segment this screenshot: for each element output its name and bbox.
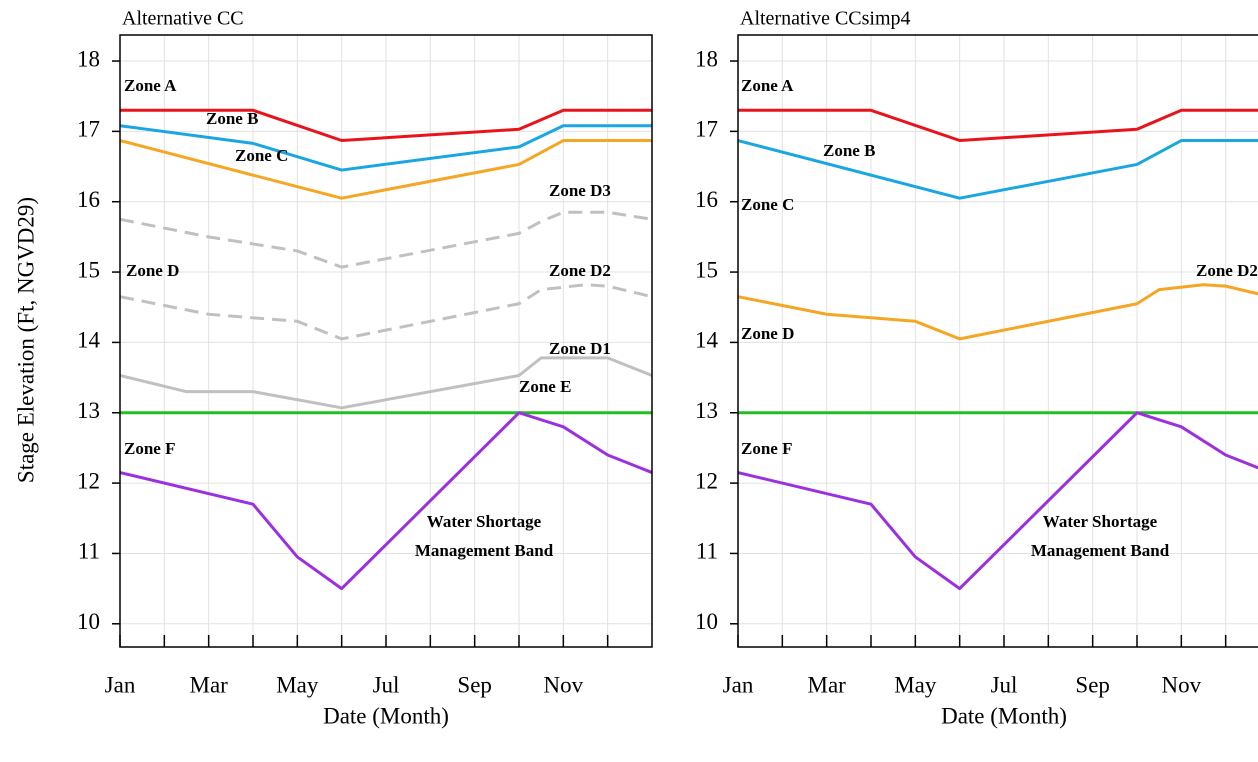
band-label: Water Shortage — [1043, 512, 1158, 531]
series-line — [120, 356, 652, 410]
x-tick-label: Mar — [190, 672, 229, 697]
y-tick-label: 12 — [77, 468, 100, 493]
x-tick-label: Jan — [105, 672, 136, 697]
series-line — [120, 108, 652, 143]
zone-annotation: Zone D — [741, 324, 794, 343]
x-tick-label: Sep — [457, 672, 492, 697]
y-tick-label: 11 — [78, 539, 100, 564]
zone-label: Zone B — [823, 141, 875, 160]
x-tick-label: May — [276, 672, 319, 697]
x-tick-label: Jan — [723, 672, 754, 697]
y-tick-label: 16 — [695, 187, 718, 212]
chart-title: Alternative CCsimp4 — [740, 8, 911, 30]
x-tick-label: Nov — [544, 672, 584, 697]
y-tick-label: 14 — [695, 328, 719, 353]
x-tick-label: Jul — [991, 672, 1018, 697]
zone-label: Zone C — [741, 195, 794, 214]
y-tick-label: 18 — [77, 46, 100, 71]
series-line — [120, 411, 652, 591]
zone-annotation: Zone D2 — [1196, 261, 1258, 280]
y-axis-label: Stage Elevation (Ft, NGVD29) — [13, 197, 38, 483]
series-line — [738, 283, 1258, 341]
y-tick-label: 15 — [695, 257, 718, 282]
series-line — [738, 108, 1258, 143]
y-tick-label: 13 — [77, 398, 100, 423]
x-tick-label: Nov — [1162, 672, 1202, 697]
y-tick-label: 17 — [77, 117, 100, 142]
x-tick-label: Jul — [373, 672, 400, 697]
x-tick-label: Sep — [1075, 672, 1110, 697]
zone-label: Zone A — [124, 76, 177, 95]
band-label: Management Band — [415, 541, 554, 560]
y-tick-label: 18 — [695, 46, 718, 71]
x-axis-label: Date (Month) — [323, 703, 449, 728]
zone-label: Zone D3 — [549, 181, 611, 200]
series-line — [120, 283, 652, 341]
zone-label: Zone F — [124, 439, 175, 458]
zone-label: Zone C — [235, 146, 288, 165]
band-label: Management Band — [1031, 541, 1170, 560]
x-tick-label: May — [894, 672, 937, 697]
chart-title: Alternative CC — [122, 8, 244, 30]
y-tick-label: 10 — [77, 609, 100, 634]
y-tick-label: 13 — [695, 398, 718, 423]
zone-label: Zone F — [741, 439, 792, 458]
y-tick-label: 12 — [695, 468, 718, 493]
series-line — [120, 210, 652, 269]
y-tick-label: 15 — [77, 257, 100, 282]
series-line — [738, 139, 1258, 200]
series-line — [120, 124, 652, 172]
y-tick-label: 16 — [77, 187, 100, 212]
zone-label: Zone A — [741, 76, 794, 95]
zone-label: Zone D1 — [549, 339, 611, 358]
zone-label: Zone D2 — [549, 261, 611, 280]
x-axis-label: Date (Month) — [941, 703, 1067, 728]
series-line — [120, 139, 652, 200]
y-tick-label: 14 — [77, 328, 101, 353]
x-tick-label: Mar — [808, 672, 847, 697]
zone-annotation: Zone D — [126, 261, 179, 280]
series-line — [738, 411, 1258, 591]
plot-frame — [737, 34, 1258, 648]
zone-label: Zone E — [519, 377, 571, 396]
y-tick-label: 10 — [695, 609, 718, 634]
band-label: Water Shortage — [427, 512, 542, 531]
zone-label: Zone B — [206, 109, 258, 128]
y-tick-label: 11 — [696, 539, 718, 564]
y-tick-label: 17 — [695, 117, 718, 142]
